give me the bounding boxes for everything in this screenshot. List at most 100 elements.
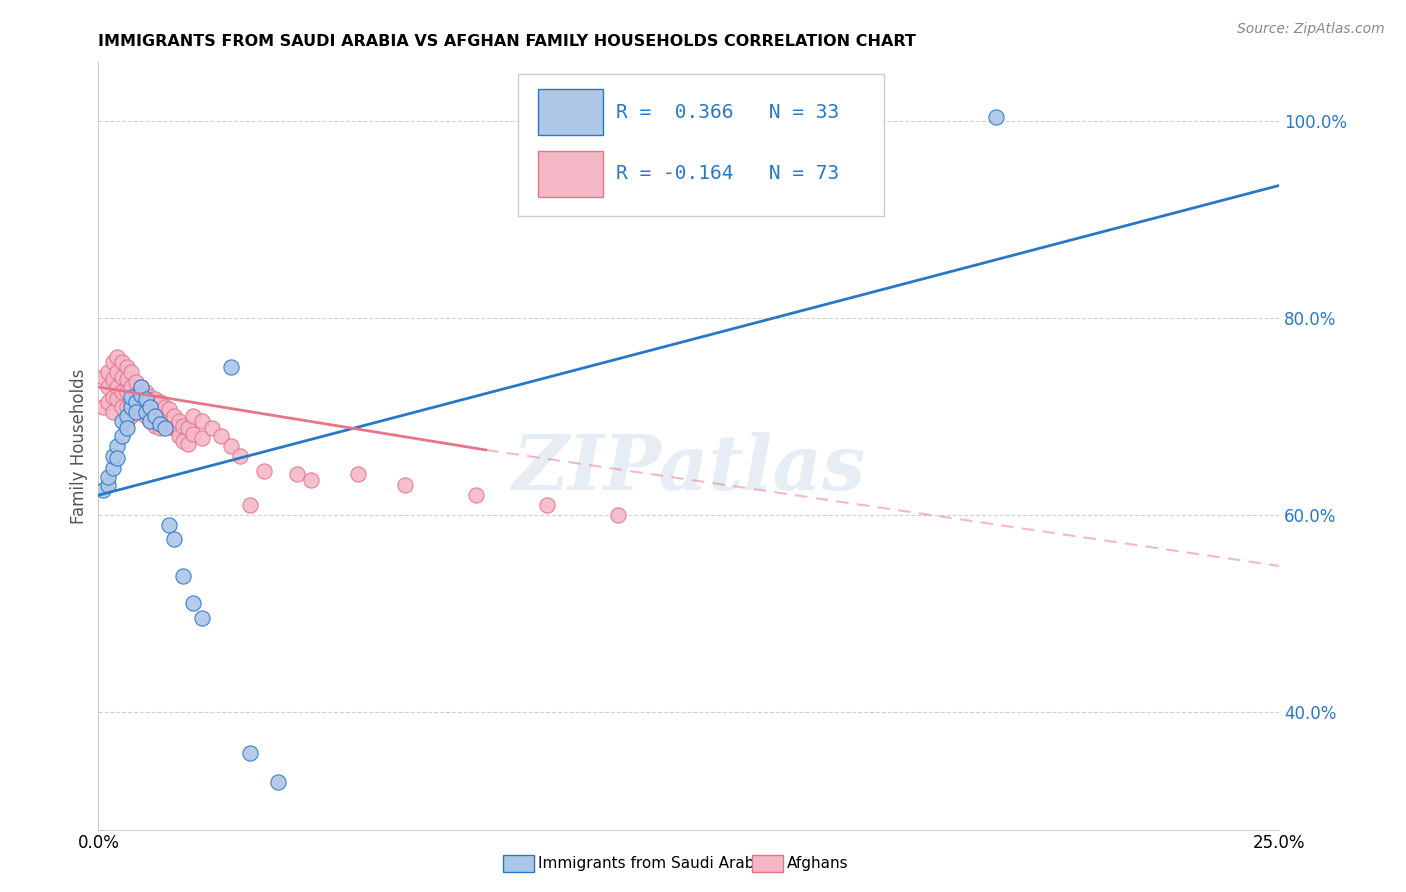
Y-axis label: Family Households: Family Households [70, 368, 89, 524]
Point [285, 467, 308, 481]
Point [163, 533, 186, 547]
Point [167, 414, 190, 428]
Point [143, 404, 166, 418]
Point [129, 392, 152, 406]
Point [129, 380, 152, 394]
Point [149, 409, 172, 424]
Point [157, 401, 180, 416]
Point [105, 392, 128, 406]
Point [129, 380, 152, 394]
Point [143, 409, 166, 424]
Point [105, 439, 128, 453]
Point [135, 392, 157, 406]
Point [347, 467, 370, 481]
Text: R =  0.366   N = 33: R = 0.366 N = 33 [616, 103, 839, 122]
Point [121, 380, 143, 394]
Point [97, 394, 120, 409]
Point [139, 390, 162, 404]
Point [239, 746, 262, 760]
Point [153, 421, 176, 435]
Text: IMMIGRANTS FROM SAUDI ARABIA VS AFGHAN FAMILY HOUSEHOLDS CORRELATION CHART: IMMIGRANTS FROM SAUDI ARABIA VS AFGHAN F… [98, 34, 917, 49]
Point [209, 429, 232, 443]
Point [101, 355, 124, 369]
Point [135, 384, 157, 399]
Point [984, 110, 1007, 124]
Text: ZIPatlas: ZIPatlas [512, 432, 866, 506]
Point [111, 414, 134, 428]
Point [191, 431, 214, 445]
Point [105, 351, 128, 365]
Point [105, 380, 128, 394]
Point [97, 380, 120, 394]
Point [115, 372, 138, 386]
Point [121, 394, 143, 409]
Point [253, 464, 276, 478]
Point [201, 421, 224, 435]
Point [219, 360, 242, 375]
Point [181, 596, 204, 610]
Point [139, 414, 162, 428]
Point [91, 400, 114, 414]
Point [129, 404, 152, 418]
Text: Afghans: Afghans [787, 856, 849, 871]
Text: Source: ZipAtlas.com: Source: ZipAtlas.com [1237, 22, 1385, 37]
Point [229, 449, 252, 463]
Point [191, 414, 214, 428]
Point [181, 427, 204, 442]
Point [536, 498, 558, 512]
Point [143, 392, 166, 406]
Text: Immigrants from Saudi Arabia: Immigrants from Saudi Arabia [538, 856, 769, 871]
Point [115, 421, 138, 435]
Point [177, 437, 200, 451]
Point [219, 439, 242, 453]
Point [143, 419, 166, 434]
Point [121, 365, 143, 379]
Point [163, 421, 186, 435]
Point [91, 483, 114, 498]
Point [125, 390, 148, 404]
Point [135, 409, 157, 424]
Point [191, 611, 214, 625]
Point [115, 384, 138, 399]
Point [115, 414, 138, 428]
Point [135, 404, 157, 418]
Point [177, 421, 200, 435]
Point [149, 421, 172, 435]
FancyBboxPatch shape [537, 151, 603, 197]
Point [121, 409, 143, 424]
Point [157, 517, 180, 532]
Point [111, 400, 134, 414]
Point [115, 409, 138, 424]
Point [111, 384, 134, 399]
Point [101, 449, 124, 463]
FancyBboxPatch shape [517, 74, 884, 216]
Point [111, 355, 134, 369]
Point [125, 401, 148, 416]
Point [101, 404, 124, 418]
Point [121, 390, 143, 404]
Point [153, 414, 176, 428]
Point [163, 409, 186, 424]
Point [267, 775, 290, 789]
Point [394, 478, 416, 492]
Point [172, 569, 194, 583]
Point [139, 400, 162, 414]
Point [153, 400, 176, 414]
Point [149, 417, 172, 432]
Point [465, 488, 488, 502]
Point [105, 365, 128, 379]
Point [101, 372, 124, 386]
Point [149, 394, 172, 409]
Point [115, 400, 138, 414]
Point [97, 365, 120, 379]
Point [121, 400, 143, 414]
Point [97, 478, 120, 492]
Point [111, 370, 134, 384]
Point [239, 498, 262, 512]
Point [105, 450, 128, 465]
Point [125, 404, 148, 418]
Point [181, 409, 204, 424]
Point [115, 360, 138, 375]
Point [111, 429, 134, 443]
Point [172, 434, 194, 448]
